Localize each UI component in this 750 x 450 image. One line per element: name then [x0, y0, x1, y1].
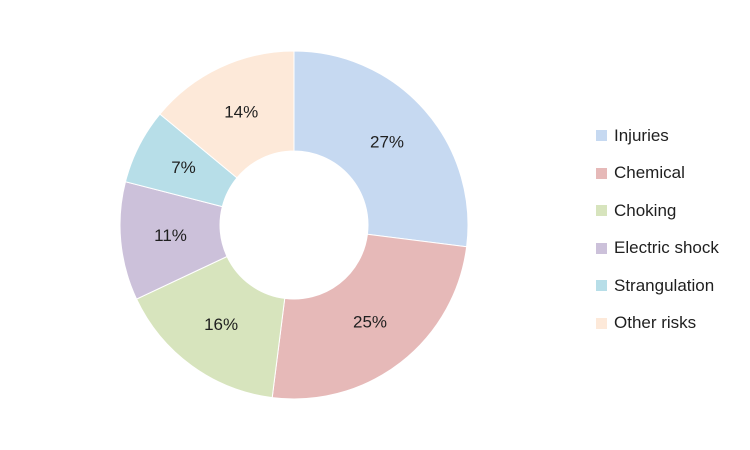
legend-swatch — [596, 317, 607, 329]
legend-swatch — [596, 167, 607, 179]
legend: Injuries Chemical Choking Electric shock Str… — [596, 117, 719, 342]
legend-label: Choking — [614, 200, 677, 220]
legend-label: Injuries — [614, 125, 669, 145]
slice-choking — [135, 255, 286, 399]
slice-other-risks — [159, 50, 295, 179]
legend-swatch — [596, 130, 607, 142]
slice-chemical — [271, 233, 468, 400]
legend-label: Strangulation — [614, 275, 715, 295]
legend-label: Chemical — [614, 163, 685, 183]
data-label-electric-shock: 11% — [154, 226, 187, 245]
legend-item-other-risks: Other risks — [596, 305, 719, 343]
slice-injuries — [293, 50, 469, 248]
legend-item-electric-shock: Electric shock — [596, 230, 719, 268]
legend-swatch — [596, 280, 607, 292]
legend-item-strangulation: Strangulation — [596, 267, 719, 305]
legend-item-injuries: Injuries — [596, 117, 719, 155]
legend-swatch — [596, 205, 607, 217]
legend-swatch — [596, 242, 607, 254]
legend-label: Electric shock — [614, 238, 719, 258]
legend-item-choking: Choking — [596, 192, 719, 230]
data-label-injuries: 27% — [370, 132, 404, 151]
data-label-choking: 16% — [204, 315, 238, 334]
legend-item-chemical: Chemical — [596, 155, 719, 193]
legend-label: Other risks — [614, 313, 697, 333]
data-label-chemical: 25% — [353, 312, 387, 331]
data-label-other-risks: 14% — [224, 102, 258, 121]
data-label-strangulation: 7% — [171, 158, 196, 177]
